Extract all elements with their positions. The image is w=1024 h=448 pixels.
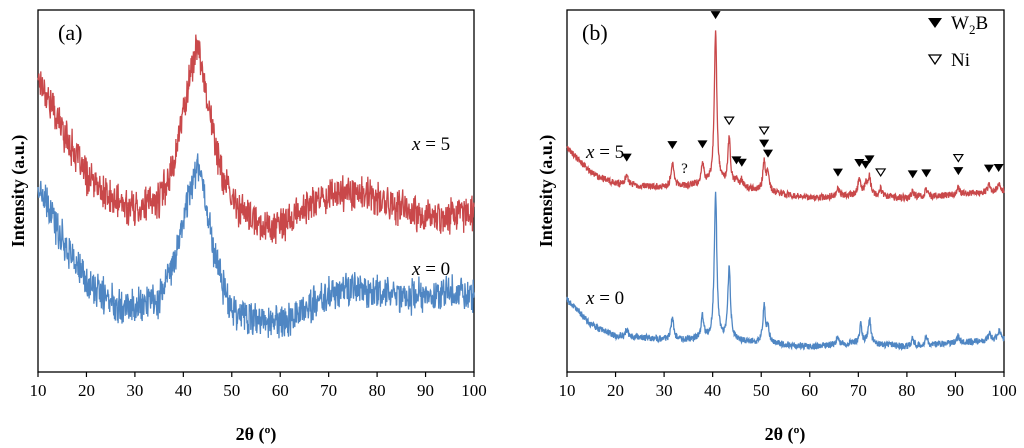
panel-b-tick-label-40: 40	[704, 381, 721, 400]
w2b-peak-marker	[864, 155, 875, 164]
panel-b-tick-label-90: 90	[947, 381, 964, 400]
unknown-peak-marker: ?	[681, 161, 688, 177]
panel-b-tick-label-80: 80	[898, 381, 915, 400]
legend-ni-text: Ni	[951, 50, 970, 71]
panel-b-tick-label-10: 10	[559, 381, 576, 400]
w2b-peak-marker	[860, 160, 871, 169]
w2b-peak-marker	[759, 139, 770, 148]
w2b-peak-marker	[921, 169, 932, 178]
panel-a-tick-label-10: 10	[30, 381, 47, 400]
panel-a-x-ticks: 10 20 30 40 50 60 70 80 90 100	[30, 372, 487, 400]
panel-a-tick-label-60: 60	[272, 381, 289, 400]
panel-a-tick-label-20: 20	[78, 381, 95, 400]
legend-w2b-marker-icon	[928, 18, 942, 28]
ni-peak-marker	[952, 153, 964, 163]
panel-b-series-x0	[566, 191, 1005, 351]
w2b-peak-marker	[763, 149, 774, 158]
panel-b-x-ticks: 10 20 30 40 50 60 70 80 90 100	[559, 372, 1017, 400]
ni-peak-marker	[723, 116, 735, 126]
w2b-peak-marker	[697, 140, 708, 149]
panel-a-series-x5	[37, 34, 475, 245]
ni-peak-marker	[875, 168, 887, 178]
panel-a-tick-label-90: 90	[417, 381, 434, 400]
w2b-peak-marker	[621, 153, 632, 162]
panel-a-tick-label-40: 40	[175, 381, 192, 400]
panel-b-peak-markers: ?	[621, 11, 1004, 179]
panel-a-tick-label-70: 70	[320, 381, 337, 400]
panel-a-tick-label-100: 100	[461, 381, 487, 400]
panel-a-tick-label-80: 80	[369, 381, 386, 400]
panel-b-label-x0: x = 0	[585, 288, 624, 309]
panel-b: (b) Intensity (a.u.) 2θ (º) 10 20 30 40 50 60…	[536, 9, 1017, 445]
panel-b-frame	[566, 9, 1005, 373]
panel-b-label: (b)	[582, 20, 608, 45]
w2b-peak-marker	[983, 164, 994, 173]
legend-ni-marker-icon	[927, 54, 943, 66]
w2b-peak-marker	[667, 141, 678, 150]
panel-b-curves	[566, 30, 1005, 351]
panel-a-curves	[37, 34, 475, 339]
panel-b-tick-label-70: 70	[850, 381, 867, 400]
legend-w2b-text: W2B	[951, 13, 988, 37]
panel-a-label: (a)	[58, 20, 82, 45]
w2b-peak-marker	[907, 170, 918, 179]
panel-a-xlabel: 2θ (º)	[236, 424, 277, 445]
panel-a: (a) Intensity (a.u.) 2θ (º) 10 20 30 40 50 60…	[8, 9, 487, 445]
panel-b-tick-label-30: 30	[656, 381, 673, 400]
w2b-peak-marker	[832, 168, 843, 177]
w2b-peak-marker	[736, 158, 747, 167]
ni-peak-marker	[758, 126, 770, 136]
panel-b-series-x5	[566, 30, 1005, 203]
panel-b-xlabel: 2θ (º)	[765, 424, 806, 445]
w2b-peak-marker	[953, 167, 964, 176]
panel-a-ylabel: Intensity (a.u.)	[8, 135, 29, 248]
panel-a-label-x5: x = 5	[411, 134, 450, 155]
panel-b-tick-label-60: 60	[801, 381, 818, 400]
panel-b-tick-label-100: 100	[991, 381, 1017, 400]
panel-b-tick-label-50: 50	[753, 381, 770, 400]
panel-a-label-x0: x = 0	[411, 259, 450, 280]
w2b-peak-marker	[993, 163, 1004, 172]
panel-a-tick-label-30: 30	[126, 381, 143, 400]
w2b-peak-marker	[731, 156, 742, 165]
legend: W2B Ni	[927, 13, 988, 71]
panel-b-label-x5: x = 5	[585, 142, 624, 163]
panel-b-ylabel: Intensity (a.u.)	[536, 135, 557, 248]
panel-a-series-x0	[37, 153, 475, 339]
w2b-peak-marker	[710, 11, 721, 20]
panel-b-tick-label-20: 20	[607, 381, 624, 400]
panel-a-tick-label-50: 50	[223, 381, 240, 400]
